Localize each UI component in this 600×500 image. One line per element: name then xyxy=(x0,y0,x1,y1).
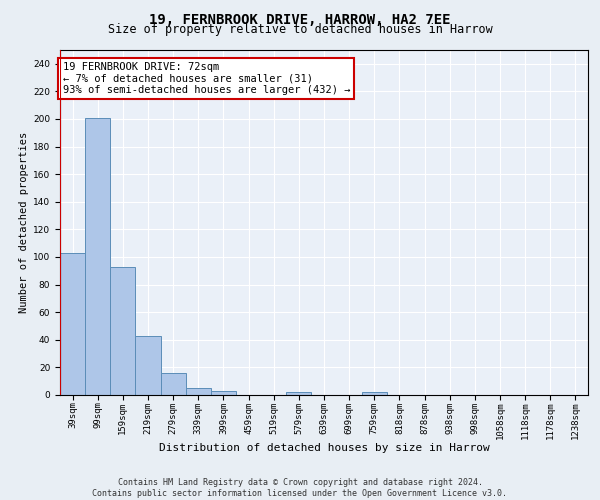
Bar xyxy=(85,118,110,395)
Text: 19, FERNBROOK DRIVE, HARROW, HA2 7EE: 19, FERNBROOK DRIVE, HARROW, HA2 7EE xyxy=(149,12,451,26)
Bar xyxy=(362,392,387,395)
Bar xyxy=(186,388,211,395)
X-axis label: Distribution of detached houses by size in Harrow: Distribution of detached houses by size … xyxy=(158,443,490,453)
Bar xyxy=(286,392,311,395)
Bar xyxy=(136,336,161,395)
Text: Size of property relative to detached houses in Harrow: Size of property relative to detached ho… xyxy=(107,22,493,36)
Bar xyxy=(161,373,186,395)
Bar xyxy=(60,253,85,395)
Text: 19 FERNBROOK DRIVE: 72sqm
← 7% of detached houses are smaller (31)
93% of semi-d: 19 FERNBROOK DRIVE: 72sqm ← 7% of detach… xyxy=(62,62,350,96)
Y-axis label: Number of detached properties: Number of detached properties xyxy=(19,132,29,313)
Text: Contains HM Land Registry data © Crown copyright and database right 2024.
Contai: Contains HM Land Registry data © Crown c… xyxy=(92,478,508,498)
Bar xyxy=(211,391,236,395)
Bar xyxy=(110,266,136,395)
